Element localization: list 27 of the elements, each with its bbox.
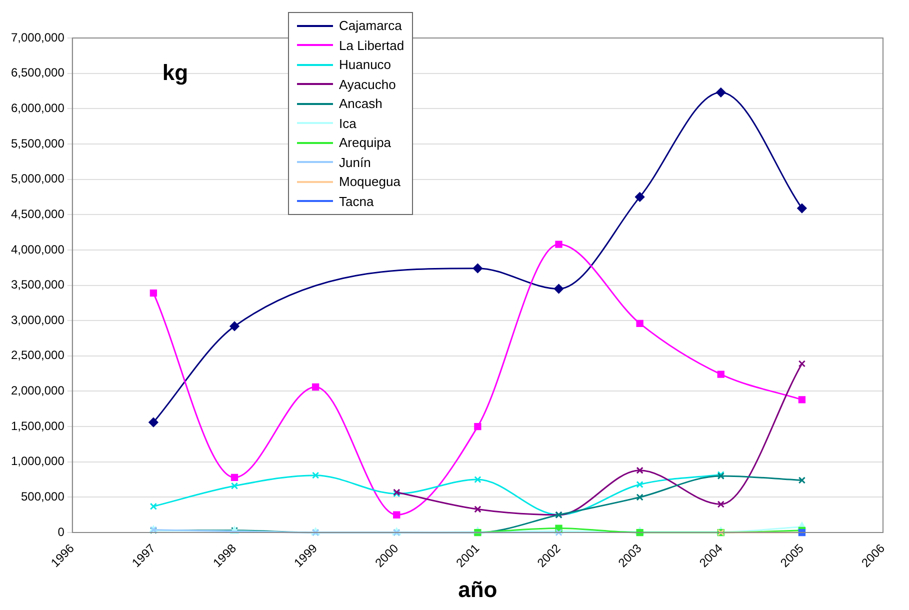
y-tick-label: 0 (58, 524, 65, 539)
y-tick-label: 1,500,000 (10, 418, 65, 433)
legend-label: Ica (339, 114, 356, 132)
y-tick-label: 6,000,000 (10, 100, 65, 115)
y-tick-label: 7,000,000 (10, 30, 65, 44)
y-tick-label: 4,500,000 (10, 206, 65, 221)
x-axis-title: año (458, 576, 498, 602)
y-tick-label: 1,000,000 (10, 454, 65, 468)
annotation: kg (162, 60, 188, 86)
y-tick-label: 5,500,000 (10, 136, 65, 150)
legend-label: Ancash (339, 95, 382, 113)
y-tick-label: 2,500,000 (10, 348, 65, 362)
y-tick-label: 3,000,000 (10, 312, 65, 327)
y-tick-label: 4,000,000 (10, 242, 65, 256)
y-tick-label: 3,500,000 (10, 278, 65, 292)
legend-label: Cajamarca (339, 17, 402, 35)
legend-label: Arequipa (339, 134, 392, 152)
y-tick-label: 6,500,000 (10, 66, 65, 80)
y-tick-label: 500,000 (20, 490, 65, 504)
legend-label: Moquegua (339, 173, 400, 191)
legend-label: Tacna (339, 192, 374, 210)
legend-label: Huanuco (339, 56, 392, 74)
legend-label: Ayacucho (339, 76, 396, 94)
y-tick-label: 5,000,000 (10, 172, 65, 186)
legend-label: Junín (339, 154, 371, 172)
y-tick-label: 2,000,000 (10, 384, 65, 398)
legend-label: La Libertad (339, 36, 404, 54)
